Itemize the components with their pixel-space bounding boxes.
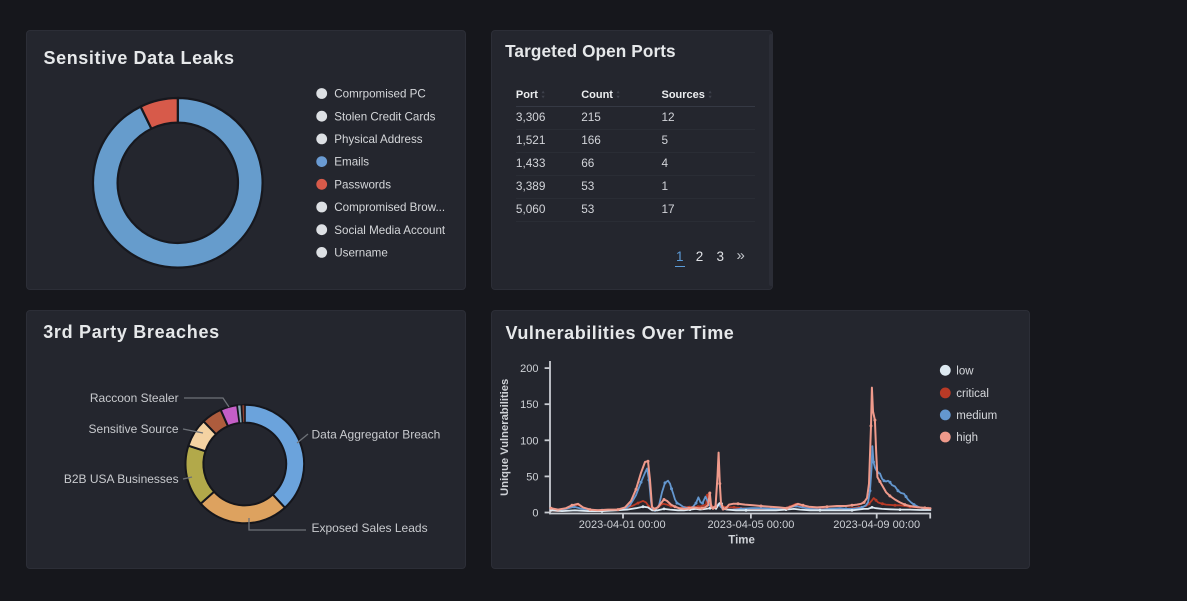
- svg-text:Passwords: Passwords: [334, 178, 391, 191]
- svg-text:Compromised Brow...: Compromised Brow...: [334, 201, 445, 214]
- svg-text:Emails: Emails: [334, 156, 369, 169]
- svg-text:200: 200: [520, 363, 538, 375]
- svg-text:Unique Vulnerabilities: Unique Vulnerabilities: [499, 379, 511, 496]
- svg-text:Physical Address: Physical Address: [334, 133, 422, 146]
- svg-text:150: 150: [520, 399, 538, 411]
- svg-text:high: high: [956, 432, 978, 444]
- svg-text:low: low: [956, 365, 974, 377]
- svg-text:Exposed Sales Leads: Exposed Sales Leads: [312, 521, 428, 535]
- svg-text:medium: medium: [956, 410, 997, 422]
- svg-text:Username: Username: [334, 247, 387, 260]
- svg-text:50: 50: [526, 471, 538, 483]
- svg-text:Comrpomised PC: Comrpomised PC: [334, 88, 426, 101]
- svg-text:Sensitive Source: Sensitive Source: [89, 422, 179, 436]
- svg-text:0: 0: [532, 508, 538, 520]
- svg-text:Social Media Account: Social Media Account: [334, 224, 446, 237]
- svg-text:100: 100: [520, 435, 538, 447]
- svg-text:Stolen Credit Cards: Stolen Credit Cards: [334, 110, 435, 123]
- svg-text:Raccoon Stealer: Raccoon Stealer: [90, 391, 179, 405]
- svg-text:Time: Time: [728, 535, 755, 547]
- svg-text:2023-04-01 00:00: 2023-04-01 00:00: [579, 519, 666, 531]
- svg-text:B2B USA Businesses: B2B USA Businesses: [64, 472, 179, 486]
- svg-text:2023-04-09 00:00: 2023-04-09 00:00: [833, 519, 920, 531]
- svg-text:2023-04-05 00:00: 2023-04-05 00:00: [707, 519, 794, 531]
- svg-text:critical: critical: [956, 388, 989, 400]
- svg-text:Data Aggregator Breach: Data Aggregator Breach: [312, 428, 441, 442]
